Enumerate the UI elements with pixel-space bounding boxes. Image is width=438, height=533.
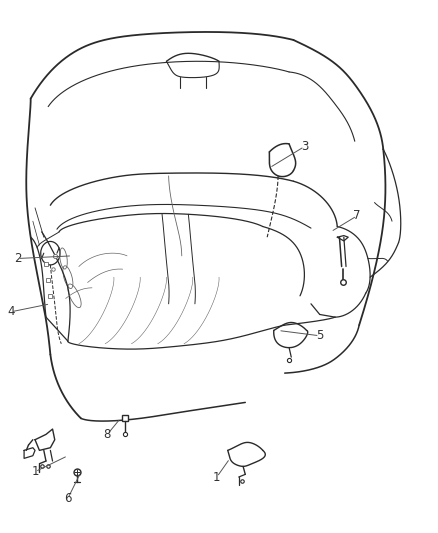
Text: 5: 5 <box>316 329 323 342</box>
Text: 8: 8 <box>104 428 111 441</box>
Text: 1: 1 <box>31 465 39 478</box>
Text: 3: 3 <box>301 140 308 153</box>
Text: 1: 1 <box>213 471 221 483</box>
Text: 4: 4 <box>7 305 15 318</box>
Text: 6: 6 <box>64 492 72 505</box>
Text: 7: 7 <box>353 209 361 222</box>
Text: 2: 2 <box>14 252 21 265</box>
